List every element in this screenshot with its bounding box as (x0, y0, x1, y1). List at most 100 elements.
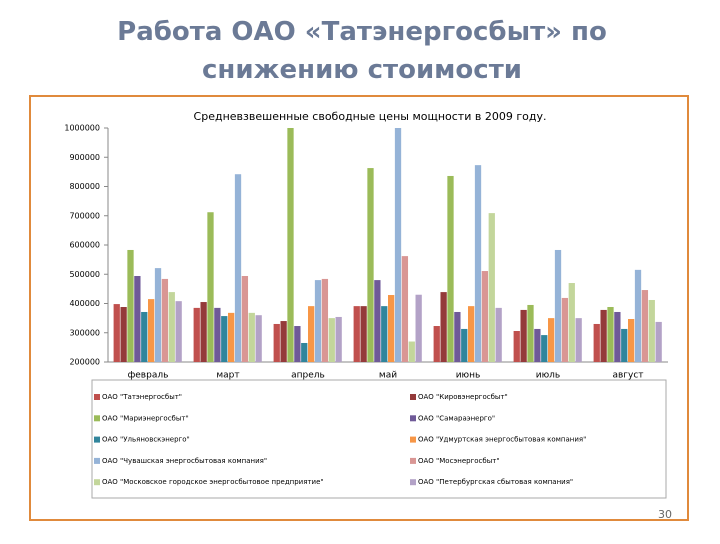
bar (614, 311, 621, 362)
bar (600, 309, 607, 362)
bar (401, 256, 409, 362)
bar (314, 280, 322, 362)
legend-label: ОАО "Татэнергосбыт" (102, 393, 182, 401)
bar (200, 302, 207, 362)
bar (621, 328, 628, 362)
bar (294, 326, 301, 362)
legend-label: ОАО "Московское городское энергосбытовое… (102, 478, 324, 486)
bar (148, 299, 155, 362)
bar (353, 306, 360, 362)
bar (433, 326, 440, 362)
bar (447, 175, 454, 362)
legend-swatch (94, 457, 100, 464)
bar (461, 328, 468, 362)
bar (381, 306, 388, 362)
bar (575, 318, 582, 362)
y-tick-label: 700000 (69, 211, 100, 220)
legend-label: ОАО "Чувашская энергосбытовая компания" (102, 457, 267, 465)
legend-swatch (94, 415, 100, 422)
bar (534, 328, 541, 362)
bar (408, 341, 415, 362)
x-tick-label: август (612, 371, 643, 381)
legend-swatch (410, 436, 416, 443)
bar (648, 299, 655, 362)
legend-label: ОАО "Петербургская сбытовая компания" (418, 478, 573, 486)
x-tick-label: апрель (291, 371, 325, 381)
bar (554, 249, 562, 362)
y-tick-label: 200000 (69, 358, 100, 367)
y-tick-label: 800000 (69, 182, 100, 191)
legend-swatch (94, 436, 100, 443)
bar (561, 297, 569, 362)
bar (655, 321, 662, 362)
x-tick-label: май (379, 371, 397, 381)
x-tick-label: июнь (456, 371, 481, 381)
bar (273, 323, 280, 362)
legend-box (91, 379, 667, 499)
bar (228, 312, 235, 362)
bar (193, 307, 200, 362)
y-tick-label: 900000 (69, 153, 100, 162)
bar (628, 319, 635, 362)
y-tick-label: 600000 (69, 241, 100, 250)
bar (607, 307, 614, 362)
x-tick-label: июль (536, 371, 560, 381)
bar (301, 342, 308, 362)
bar (468, 306, 475, 362)
bar (520, 309, 527, 362)
legend-label: ОАО "Самараэнерго" (418, 414, 495, 422)
bar (454, 311, 461, 362)
y-tick-label: 500000 (69, 270, 100, 279)
bar (388, 295, 395, 362)
slide-title: Работа ОАО «Татэнергосбыт» по снижению ст… (117, 17, 607, 85)
y-tick-label: 1000000 (64, 124, 100, 133)
bar (120, 307, 127, 362)
legend-label: ОАО "Удмуртская энергосбытовая компания" (418, 436, 586, 444)
x-tick-label: февраль (128, 371, 169, 381)
bar (593, 323, 600, 362)
y-tick-label: 300000 (69, 328, 100, 337)
bar (175, 301, 182, 362)
bar (513, 330, 520, 362)
legend-label: ОАО "Мосэнергосбыт" (418, 457, 500, 465)
legend-swatch (410, 457, 416, 464)
bar (321, 278, 329, 362)
bar (141, 311, 148, 362)
bar (168, 292, 175, 362)
legend-label: ОАО "Кировэнергосбыт" (418, 393, 508, 401)
bar (154, 268, 162, 362)
bar (374, 280, 381, 362)
bar (474, 165, 482, 362)
bar (415, 294, 422, 362)
bar (495, 307, 502, 362)
legend-swatch (410, 479, 416, 486)
bar (328, 318, 335, 362)
bar (234, 174, 242, 362)
bar (394, 128, 402, 362)
bar (248, 312, 255, 362)
bar (221, 316, 228, 362)
bar (280, 321, 287, 362)
bar (481, 271, 489, 362)
legend-swatch (410, 394, 416, 400)
legend-swatch (94, 479, 100, 486)
bar (641, 290, 649, 362)
bar (113, 304, 120, 362)
bar (488, 213, 495, 362)
bar (134, 276, 141, 362)
bar (360, 306, 367, 362)
chart-title: Средневзвешенные свободные цены мощности… (194, 110, 547, 123)
bar (335, 316, 342, 362)
bar (308, 306, 315, 362)
bar (214, 307, 221, 362)
bar (527, 304, 534, 362)
legend-swatch (94, 394, 100, 400)
bar (161, 278, 169, 362)
bar (568, 283, 575, 362)
x-tick-label: март (216, 371, 239, 381)
bar (634, 269, 642, 362)
legend-label: ОАО "Ульяновскэнерго" (102, 436, 190, 444)
bar (548, 318, 555, 362)
bar (255, 315, 262, 362)
